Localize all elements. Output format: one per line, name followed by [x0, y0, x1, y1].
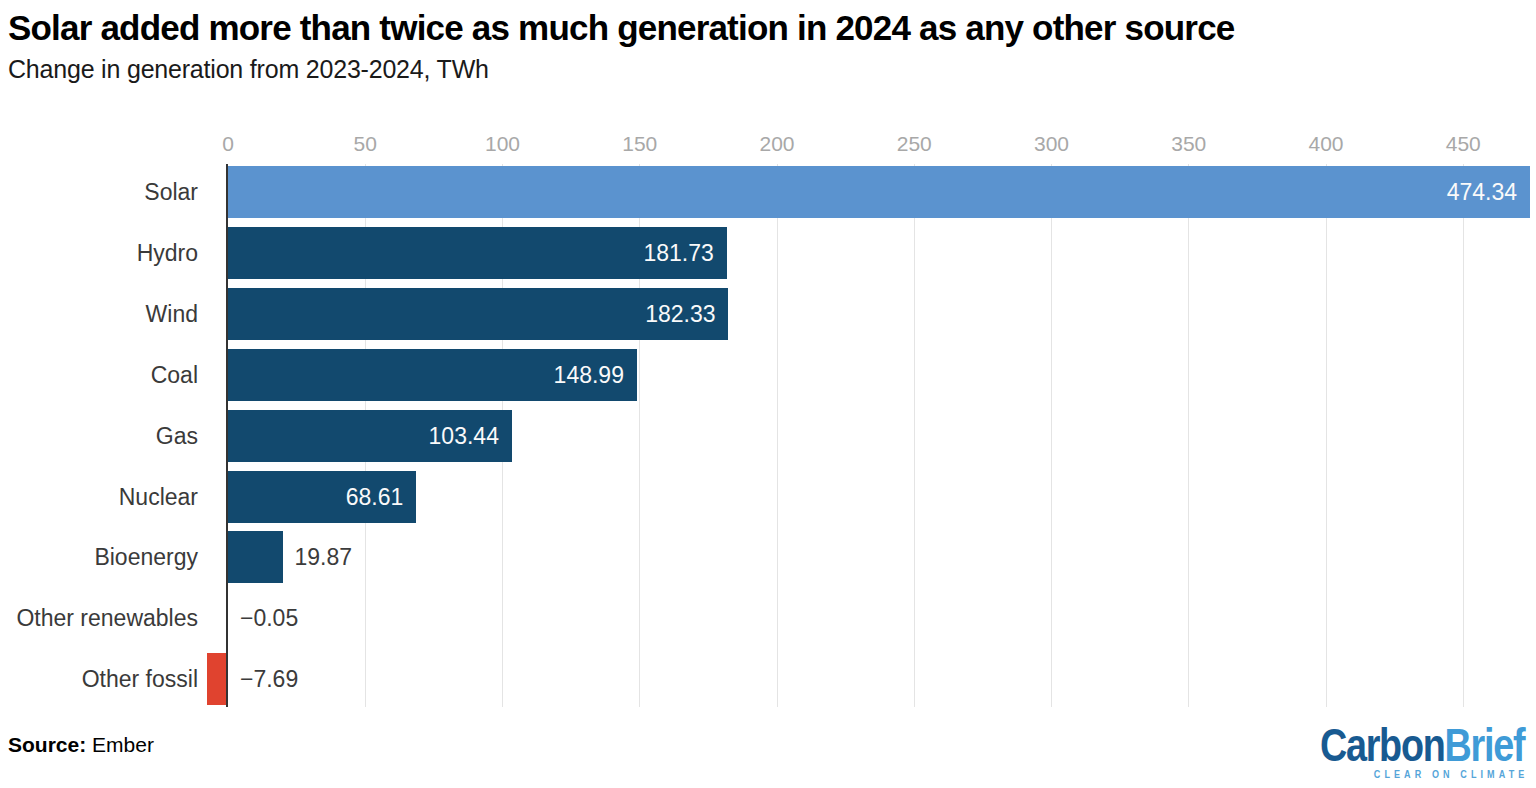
category-label-other-fossil: Other fossil [0, 653, 198, 705]
carbonbrief-logo-wordmark: CarbonBrief [1320, 723, 1524, 767]
x-tick-label-0: 0 [183, 132, 273, 156]
gridline-450 [1463, 164, 1464, 707]
bar-bioenergy [228, 531, 283, 583]
x-tick-label-400: 400 [1281, 132, 1371, 156]
category-label-coal: Coal [0, 349, 198, 401]
chart-header: Solar added more than twice as much gene… [8, 6, 1528, 84]
logo-brief-text: Brief [1444, 719, 1524, 771]
carbonbrief-logo: CarbonBrief CLEAR ON CLIMATE [1320, 723, 1524, 780]
value-label-hydro: 181.73 [228, 227, 714, 279]
bar-other-fossil [207, 653, 228, 705]
value-label-nuclear: 68.61 [228, 471, 403, 523]
x-tick-label-350: 350 [1144, 132, 1234, 156]
category-label-hydro: Hydro [0, 227, 198, 279]
category-label-gas: Gas [0, 410, 198, 462]
logo-carbon-text: Carbon [1320, 719, 1445, 771]
x-tick-label-50: 50 [320, 132, 410, 156]
value-label-coal: 148.99 [228, 349, 624, 401]
source-note: Source: Ember [8, 733, 154, 757]
x-tick-label-250: 250 [869, 132, 959, 156]
x-tick-label-300: 300 [1007, 132, 1097, 156]
value-label-bioenergy: 19.87 [295, 531, 353, 583]
x-tick-label-200: 200 [732, 132, 822, 156]
gridline-350 [1188, 164, 1189, 707]
value-label-other-renewables: −0.05 [240, 592, 298, 644]
gridline-300 [1051, 164, 1052, 707]
gridline-200 [777, 164, 778, 707]
chart-subtitle: Change in generation from 2023-2024, TWh [8, 55, 1528, 84]
value-label-wind: 182.33 [228, 288, 715, 340]
gridline-400 [1326, 164, 1327, 707]
category-label-wind: Wind [0, 288, 198, 340]
value-label-solar: 474.34 [228, 166, 1517, 218]
x-tick-label-150: 150 [595, 132, 685, 156]
category-label-nuclear: Nuclear [0, 471, 198, 523]
gridline-250 [914, 164, 915, 707]
value-label-gas: 103.44 [228, 410, 499, 462]
category-label-other-renewables: Other renewables [0, 592, 198, 644]
category-label-bioenergy: Bioenergy [0, 531, 198, 583]
source-value: Ember [92, 733, 154, 756]
value-label-other-fossil: −7.69 [240, 653, 298, 705]
bar-chart-plot-area: 0 50 100 150 200 250 300 350 400 450 Solar 474.34 Hy… [0, 130, 1536, 714]
x-tick-label-100: 100 [458, 132, 548, 156]
x-tick-label-450: 450 [1418, 132, 1508, 156]
chart-title: Solar added more than twice as much gene… [8, 6, 1528, 50]
source-label: Source: [8, 733, 86, 756]
category-label-solar: Solar [0, 166, 198, 218]
